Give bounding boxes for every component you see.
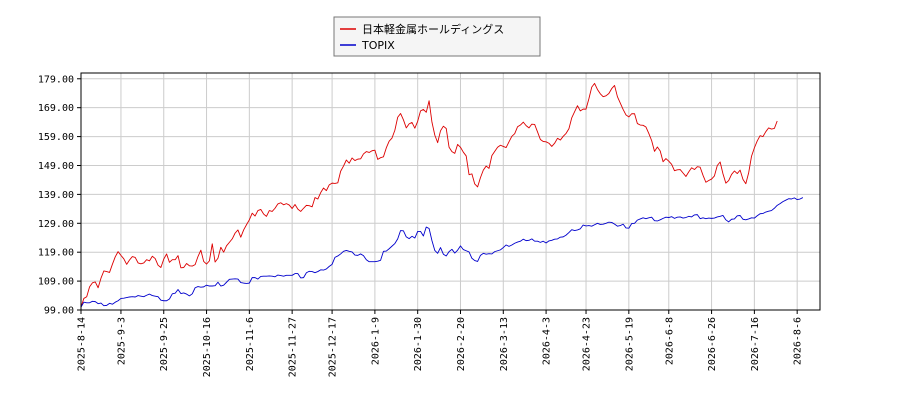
x-tick-label: 2025-12-17 xyxy=(328,317,339,377)
y-axis-ticks: 99.00 109.00 119.00 129.00 139.00 149.00 159.0… xyxy=(38,74,81,317)
x-axis-ticks: 2025-8-14 2025-9-3 2025-9-25 2025-10-16 2025… xyxy=(77,310,804,377)
y-tick-label: 159.00 xyxy=(38,132,74,143)
series-lines xyxy=(80,82,804,308)
y-tick-label: 129.00 xyxy=(38,219,74,230)
legend: 日本軽金属ホールディングス TOPIX xyxy=(333,16,541,57)
series-line-1 xyxy=(80,82,778,308)
x-tick-label: 2026-6-8 xyxy=(664,317,675,365)
y-tick-label: 149.00 xyxy=(38,161,74,172)
x-tick-label: 2026-8-6 xyxy=(793,317,804,365)
x-tick-label: 2025-8-14 xyxy=(77,317,88,371)
plot-frame xyxy=(80,72,821,311)
y-tick-label: 179.00 xyxy=(38,74,74,85)
x-tick-label: 2026-1-30 xyxy=(413,317,424,371)
x-tick-label: 2025-11-27 xyxy=(288,317,299,377)
legend-label-series-1: 日本軽金属ホールディングス xyxy=(362,22,504,36)
legend-box xyxy=(333,16,541,57)
x-tick-label: 2026-4-23 xyxy=(582,317,593,371)
x-tick-label: 2026-3-13 xyxy=(499,317,510,371)
x-tick-label: 2025-9-3 xyxy=(116,317,127,365)
x-tick-label: 2026-4-3 xyxy=(542,317,553,365)
y-tick-label: 99.00 xyxy=(44,306,74,317)
y-tick-label: 139.00 xyxy=(38,190,74,201)
y-tick-label: 169.00 xyxy=(38,103,74,114)
x-tick-label: 2026-6-26 xyxy=(707,317,718,371)
x-tick-label: 2026-1-9 xyxy=(370,317,381,365)
x-tick-label: 2026-7-16 xyxy=(750,317,761,371)
legend-label-series-2: TOPIX xyxy=(361,39,395,52)
x-tick-label: 2026-2-20 xyxy=(456,317,467,371)
series-line-2 xyxy=(80,197,804,308)
grid-lines xyxy=(80,73,820,311)
y-tick-label: 119.00 xyxy=(38,248,74,259)
x-tick-label: 2025-10-16 xyxy=(202,317,213,377)
y-tick-label: 109.00 xyxy=(38,277,74,288)
x-tick-label: 2026-5-19 xyxy=(624,317,635,371)
x-tick-label: 2025-11-6 xyxy=(245,317,256,371)
x-tick-label: 2025-9-25 xyxy=(159,317,170,371)
